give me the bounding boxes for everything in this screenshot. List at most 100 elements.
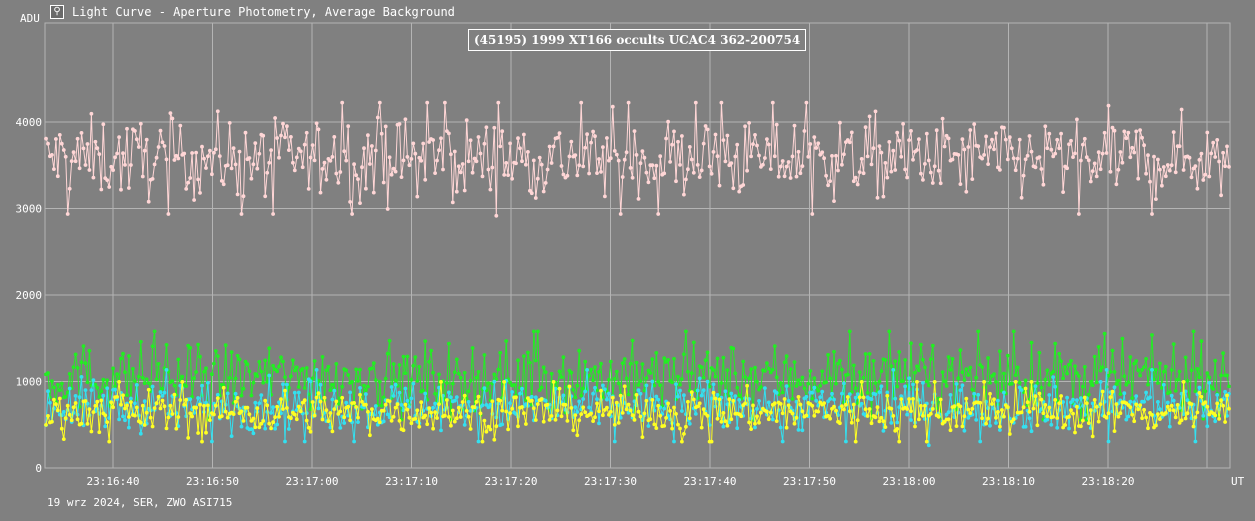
data-point xyxy=(210,172,214,177)
data-point xyxy=(393,382,398,387)
data-point xyxy=(1047,405,1052,410)
data-point xyxy=(275,136,279,140)
data-point xyxy=(136,374,141,379)
data-point xyxy=(721,411,726,415)
data-point xyxy=(119,356,123,361)
data-point xyxy=(306,187,311,191)
data-point xyxy=(658,154,663,159)
data-point xyxy=(998,349,1002,354)
data-point xyxy=(287,385,291,390)
data-point xyxy=(328,158,333,163)
data-point xyxy=(1142,365,1146,369)
data-point xyxy=(103,413,108,418)
data-point xyxy=(960,137,965,142)
data-point xyxy=(221,182,226,187)
data-point xyxy=(454,357,459,362)
data-point xyxy=(731,398,736,403)
data-point xyxy=(759,410,763,415)
data-point xyxy=(557,131,562,136)
data-point xyxy=(721,138,726,143)
data-point xyxy=(895,130,900,135)
data-point xyxy=(614,152,619,157)
data-point xyxy=(310,143,315,148)
data-point xyxy=(1160,183,1164,188)
data-point xyxy=(241,419,246,423)
data-point xyxy=(1073,151,1077,156)
data-point xyxy=(555,408,560,413)
data-point xyxy=(695,163,700,167)
data-point xyxy=(859,380,864,384)
data-point xyxy=(308,429,313,434)
data-point xyxy=(113,387,117,392)
data-point xyxy=(1156,412,1160,416)
data-point xyxy=(89,429,94,434)
data-point xyxy=(691,340,696,345)
data-point xyxy=(358,201,362,206)
data-point xyxy=(1211,387,1216,391)
data-point xyxy=(146,387,151,392)
data-point xyxy=(652,176,657,181)
data-point xyxy=(652,422,657,427)
data-point xyxy=(417,155,422,160)
data-point xyxy=(978,439,983,444)
data-point xyxy=(1015,365,1020,370)
data-point xyxy=(508,411,512,415)
data-point xyxy=(445,398,449,402)
data-point xyxy=(970,387,975,392)
data-point xyxy=(810,390,815,395)
data-point xyxy=(1189,402,1194,406)
data-point xyxy=(1110,348,1115,353)
data-point xyxy=(1187,155,1192,160)
data-point xyxy=(366,384,370,389)
data-point xyxy=(121,351,125,356)
data-point xyxy=(488,402,493,407)
data-point xyxy=(1207,375,1212,380)
data-point xyxy=(126,354,131,358)
data-point xyxy=(285,124,289,129)
data-point xyxy=(541,365,546,370)
data-point xyxy=(687,421,692,426)
data-point xyxy=(541,419,546,424)
data-point xyxy=(387,399,392,404)
data-point xyxy=(743,375,747,379)
data-point xyxy=(1065,395,1069,400)
data-point xyxy=(1098,380,1103,384)
data-point xyxy=(239,424,244,429)
data-point xyxy=(415,408,420,413)
data-point xyxy=(836,168,840,173)
data-point xyxy=(867,114,872,119)
data-point xyxy=(988,145,992,150)
data-point xyxy=(936,414,941,419)
data-point xyxy=(470,346,475,350)
data-point xyxy=(800,428,805,433)
data-point xyxy=(85,422,90,426)
data-point xyxy=(715,416,720,421)
data-point xyxy=(255,374,260,378)
data-point xyxy=(593,365,597,370)
data-point xyxy=(1110,389,1115,394)
data-point xyxy=(810,396,815,401)
data-point xyxy=(490,399,495,404)
data-point xyxy=(610,104,615,109)
data-point xyxy=(526,350,530,355)
data-point xyxy=(684,424,688,429)
data-point xyxy=(1167,390,1172,394)
data-point xyxy=(587,374,591,378)
data-point xyxy=(1047,131,1052,136)
data-point xyxy=(480,174,485,179)
data-point xyxy=(91,378,96,383)
data-point xyxy=(824,173,828,178)
data-point xyxy=(737,398,742,402)
data-point xyxy=(360,399,364,404)
data-point xyxy=(397,122,402,126)
data-point xyxy=(1114,382,1119,387)
x-tick-label: 23:17:00 xyxy=(286,475,339,488)
data-point xyxy=(409,157,414,161)
data-point xyxy=(855,418,860,423)
data-point xyxy=(83,163,88,167)
data-point xyxy=(917,417,921,422)
data-point xyxy=(312,158,317,163)
data-point xyxy=(190,414,195,419)
data-point xyxy=(840,391,844,396)
data-point xyxy=(559,375,564,379)
